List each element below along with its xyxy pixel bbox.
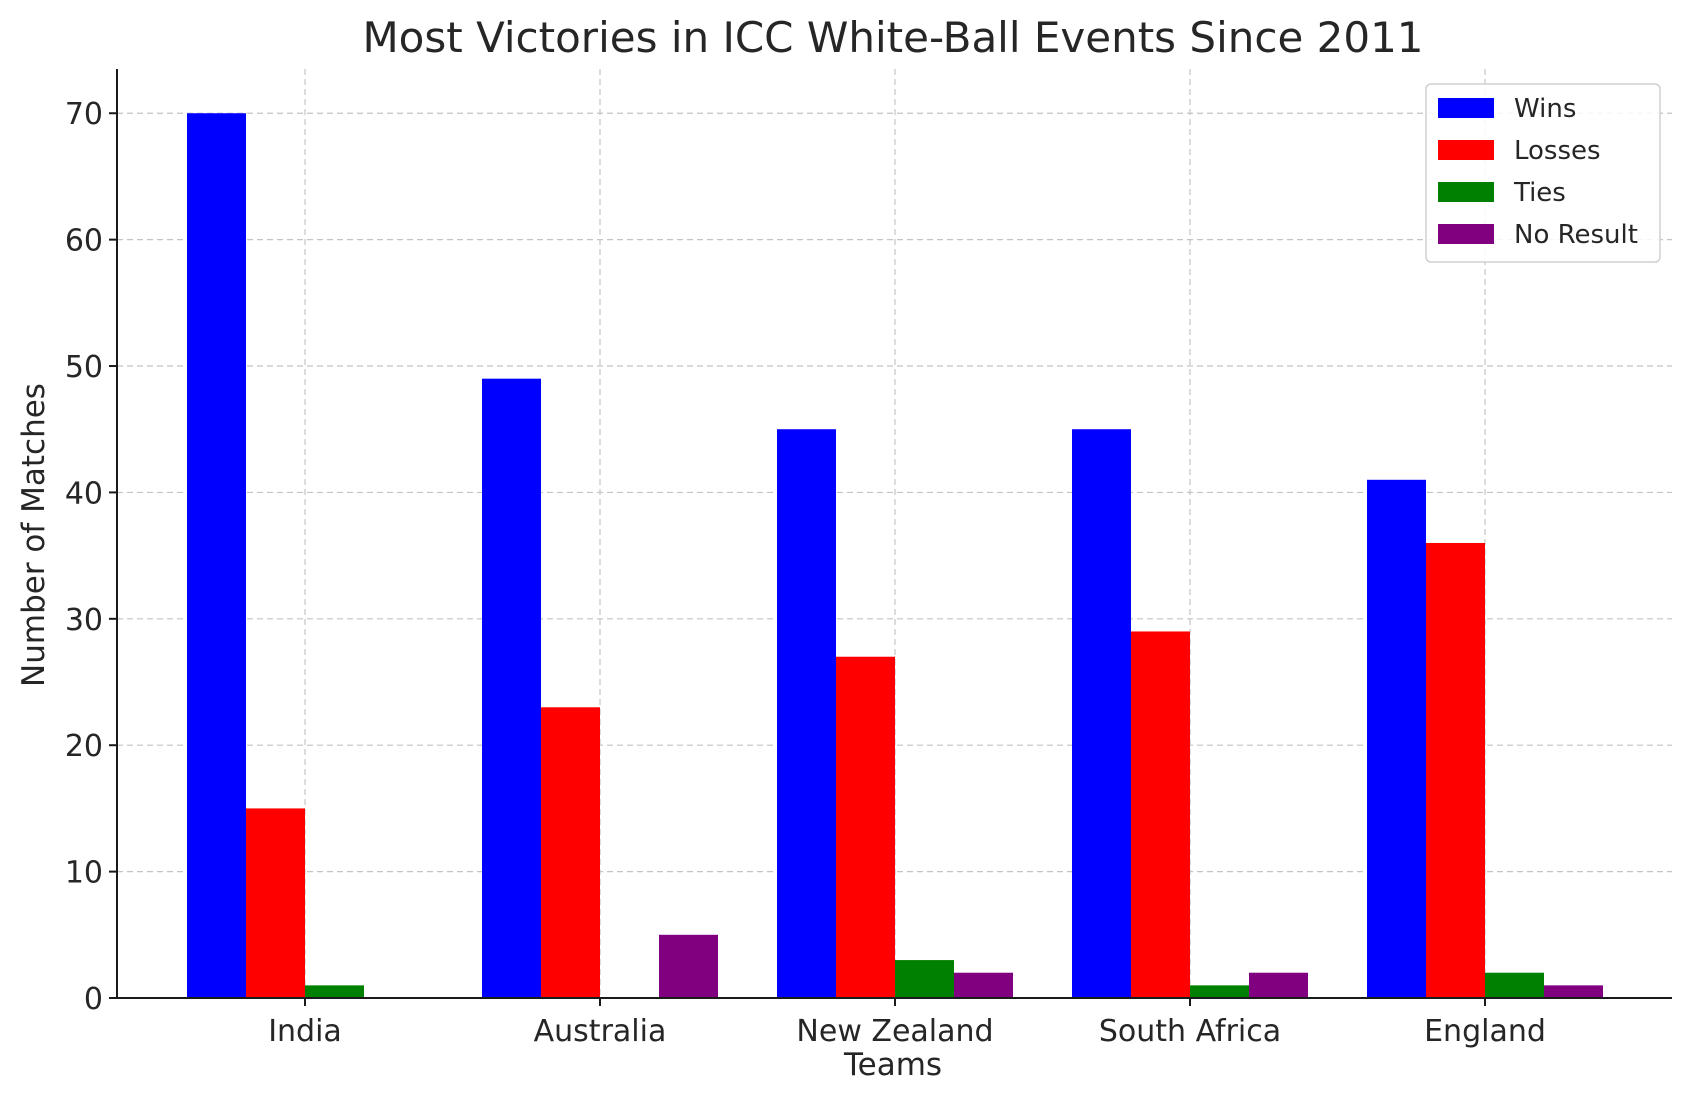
x-axis-label: Teams (843, 1047, 942, 1083)
x-tick-label: South Africa (1099, 1014, 1281, 1049)
bar-losses-australia (541, 707, 600, 998)
bar-losses-england (1426, 542, 1485, 998)
legend-swatch (1438, 182, 1494, 202)
bar-ties-new-zealand (895, 960, 954, 998)
bar-losses-south-africa (1131, 631, 1190, 998)
bar-no-result-new-zealand (954, 972, 1013, 998)
y-tick-label: 30 (65, 603, 103, 638)
axes (109, 69, 1672, 1006)
bar-no-result-south-africa (1249, 972, 1308, 998)
y-tick-label: 60 (65, 224, 103, 259)
bar-wins-south-africa (1072, 429, 1131, 998)
bar-losses-india (246, 808, 305, 998)
y-tick-label: 70 (65, 97, 103, 132)
x-tick-label: Australia (534, 1014, 667, 1049)
legend-label: Losses (1514, 136, 1601, 166)
x-tick-label: England (1424, 1014, 1546, 1049)
bar-ties-england (1485, 972, 1544, 998)
bar-no-result-australia (659, 934, 718, 998)
bar-wins-india (187, 113, 246, 998)
legend-swatch (1438, 224, 1494, 244)
y-tick-label: 10 (65, 856, 103, 891)
y-tick-label: 20 (65, 729, 103, 764)
legend-swatch (1438, 140, 1494, 160)
legend-label: Wins (1514, 94, 1576, 124)
bars (187, 113, 1603, 999)
x-tick-label: New Zealand (796, 1014, 993, 1049)
bar-wins-england (1367, 479, 1426, 998)
y-tick-label: 40 (65, 476, 103, 511)
y-axis-label: Number of Matches (16, 383, 52, 687)
bar-ties-south-africa (1190, 985, 1249, 998)
legend-label: Ties (1513, 178, 1566, 208)
tick-labels: 0 10 20 30 40 50 60 70 India Australia New Zealand… (65, 97, 1546, 1049)
legend: Wins Losses Ties No Result (1425, 83, 1661, 263)
bar-wins-australia (482, 378, 541, 999)
chart-title: Most Victories in ICC White-Ball Events … (362, 13, 1423, 62)
legend-label: No Result (1514, 220, 1638, 250)
bar-no-result-england (1544, 985, 1603, 998)
bar-ties-india (305, 985, 364, 998)
y-tick-label: 50 (65, 350, 103, 385)
x-tick-label: India (268, 1014, 342, 1049)
y-tick-label: 0 (84, 982, 103, 1017)
legend-swatch (1438, 98, 1494, 118)
bar-losses-new-zealand (836, 656, 895, 998)
legend-box (1425, 83, 1661, 263)
bar-wins-new-zealand (777, 429, 836, 998)
